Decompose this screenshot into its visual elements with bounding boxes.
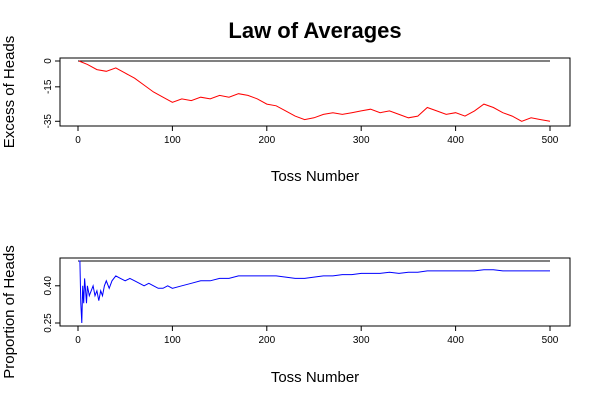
y-tick-label: 0.25 xyxy=(43,313,54,333)
x-tick-label: 200 xyxy=(258,335,275,346)
x-tick-label: 300 xyxy=(353,335,370,346)
y-axis: 0 -15 -35 xyxy=(43,58,60,129)
y-tick-label: 0.40 xyxy=(43,276,54,296)
proportion-heads-panel: 0 100 200 300 400 500 0.25 0.40 Proportion of … xyxy=(1,245,571,386)
x-tick-label: 0 xyxy=(75,135,81,146)
x-tick-label: 200 xyxy=(258,135,275,146)
x-tick-label: 500 xyxy=(542,135,559,146)
excess-heads-panel: 0 100 200 300 400 500 0 -15 -35 Excess of Heads… xyxy=(1,36,571,185)
x-tick-label: 500 xyxy=(542,335,559,346)
y-tick-label: -15 xyxy=(43,79,54,94)
x-tick-label: 100 xyxy=(164,335,181,346)
y-axis-label: Proportion of Heads xyxy=(1,245,18,378)
x-axis: 0 100 200 300 400 500 xyxy=(75,126,559,146)
x-axis: 0 100 200 300 400 500 xyxy=(75,326,559,346)
plot-frame xyxy=(59,257,571,327)
y-tick-label: 0 xyxy=(43,58,54,64)
x-tick-label: 400 xyxy=(447,135,464,146)
x-axis-label: Toss Number xyxy=(271,168,359,185)
x-tick-label: 400 xyxy=(447,335,464,346)
excess-heads-series xyxy=(78,60,551,122)
x-tick-label: 100 xyxy=(164,135,181,146)
proportion-heads-series xyxy=(78,260,550,324)
x-tick-label: 0 xyxy=(75,335,81,346)
x-tick-label: 300 xyxy=(353,135,370,146)
y-axis-label: Excess of Heads xyxy=(1,36,18,149)
figure-title: Law of Averages xyxy=(228,18,401,43)
y-tick-label: -35 xyxy=(43,114,54,129)
y-axis: 0.25 0.40 xyxy=(43,276,60,333)
plot-frame xyxy=(59,57,571,127)
x-axis-label: Toss Number xyxy=(271,369,359,386)
